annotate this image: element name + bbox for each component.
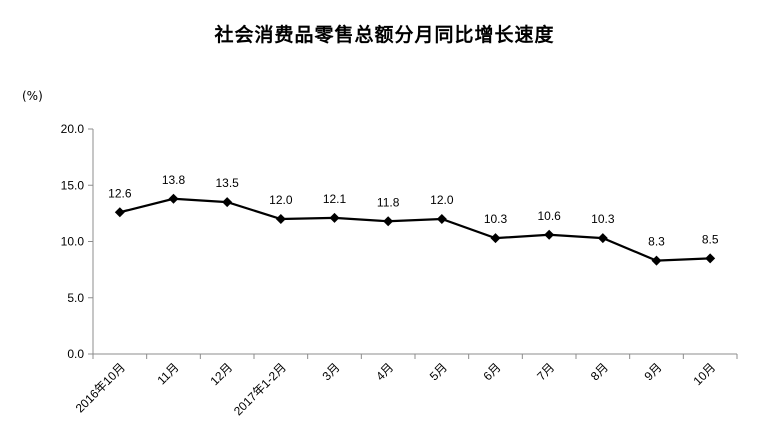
x-tick-label: 7月 [534,360,557,383]
data-label: 10.3 [591,212,615,226]
data-point-marker [436,214,447,224]
x-tick-label: 8月 [588,360,611,383]
data-point-marker [651,255,662,266]
data-point-marker [329,212,340,223]
x-tick-label: 12月 [207,360,235,388]
y-tick-label: 20.0 [61,122,85,136]
data-point-marker [114,207,125,218]
data-point-marker [544,229,555,240]
y-tick-label: 0.0 [67,347,84,361]
y-tick-label: 5.0 [67,291,84,305]
data-label: 8.5 [702,232,719,246]
x-tick-label: 11月 [154,360,181,387]
data-label: 12.0 [269,193,293,207]
x-tick-label: 2016年10月 [73,360,128,415]
x-tick-label: 2017年1-2月 [231,360,289,418]
x-tick-label: 4月 [373,360,396,383]
x-tick-label: 9月 [642,360,665,383]
data-label: 12.6 [108,186,132,200]
data-point-marker [222,197,233,208]
series-line [119,197,711,262]
data-label: 12.1 [323,192,347,206]
x-tick-label: 10月 [690,360,718,388]
data-point-marker [597,233,608,244]
x-tick-label: 6月 [481,360,504,383]
x-tick-label: 3月 [320,360,343,383]
chart-title: 社会消费品零售总额分月同比增长速度 [214,24,555,46]
y-tick-label: 10.0 [61,235,85,249]
data-point-marker [168,193,179,204]
data-label: 13.5 [215,176,239,190]
x-tick-label: 5月 [427,360,450,383]
data-point-marker [490,233,501,244]
data-point-marker [275,214,286,224]
data-label: 11.8 [377,195,400,209]
data-label: 10.6 [537,209,561,223]
data-label: 12.0 [430,193,454,207]
data-label: 10.3 [484,212,508,226]
data-point-marker [383,216,394,227]
y-axis-unit-label: (%) [22,89,43,103]
y-tick-label: 15.0 [61,178,85,192]
data-label: 13.8 [162,173,186,187]
data-label: 8.3 [648,235,665,249]
data-point-marker [705,253,716,264]
